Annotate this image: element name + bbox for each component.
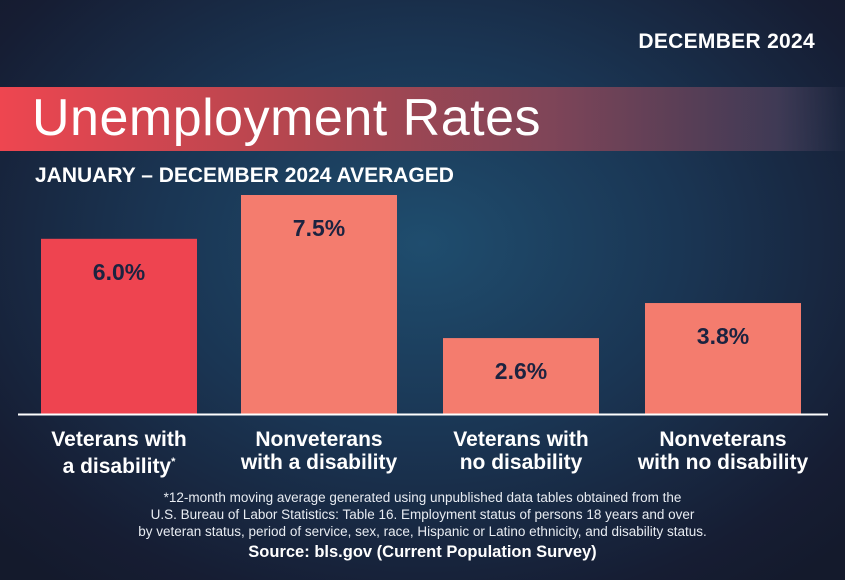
data-label-2: 2.6% [495,358,547,384]
bar-0 [41,238,197,414]
category-label-2: Veterans with no disability [453,428,589,474]
bar-2 [443,338,599,414]
data-label-3: 3.8% [697,323,749,349]
chart-title: Unemployment Rates [32,89,541,147]
bar-3 [645,303,801,414]
title-banner [0,87,845,151]
data-label-0: 6.0% [93,259,145,285]
footnote: *12-month moving average generated using… [138,490,707,539]
data-label-1: 7.5% [293,215,345,241]
category-label-1: Nonveterans with a disability [240,428,398,474]
chart-subtitle: JANUARY – DECEMBER 2024 AVERAGED [35,164,454,187]
category-label-3: Nonveterans with no disability [637,428,809,474]
bar-1 [241,195,397,414]
source-note: Source: bls.gov (Current Population Surv… [248,543,597,561]
date-label: DECEMBER 2024 [638,30,815,53]
category-label-0: Veterans with a disability* [51,428,187,478]
